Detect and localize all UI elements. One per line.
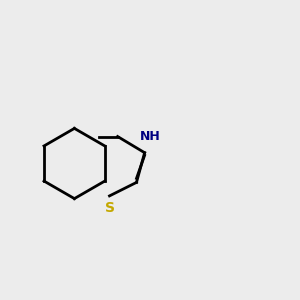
Text: S: S [104,201,115,215]
Text: NH: NH [140,130,160,143]
